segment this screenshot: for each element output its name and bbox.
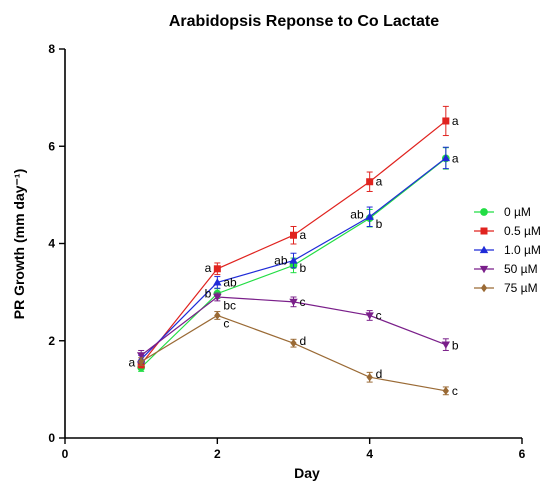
significance-label: ab — [223, 275, 237, 289]
y-tick-label: 4 — [48, 237, 55, 251]
y-axis-title: PR Growth (mm day⁻¹) — [11, 169, 27, 320]
data-point — [290, 231, 297, 239]
significance-label: a — [205, 261, 212, 275]
data-point — [138, 357, 145, 366]
series-3 — [136, 146, 451, 364]
significance-label: b — [452, 339, 459, 353]
significance-label: b — [205, 287, 212, 301]
legend-marker — [480, 208, 488, 216]
legend-label: 75 µM — [504, 281, 538, 295]
x-tick-label: 0 — [62, 447, 69, 461]
x-axis-title: Day — [294, 465, 320, 481]
data-point — [214, 311, 221, 320]
legend-label: 0 µM — [504, 205, 531, 219]
significance-label: ab — [274, 254, 288, 268]
data-point — [289, 256, 298, 264]
legend-marker — [479, 265, 489, 274]
data-point — [441, 153, 451, 162]
y-tick-label: 6 — [48, 139, 55, 153]
significance-label: ab — [350, 207, 364, 221]
significance-label: a — [452, 114, 459, 128]
significance-label: d — [300, 334, 307, 348]
data-point — [366, 373, 373, 382]
x-tick-label: 4 — [366, 447, 373, 461]
data-point — [442, 386, 449, 396]
x-tick-label: 2 — [214, 447, 221, 461]
legend: 0 µM 0.5 µM 1.0 µM 50 µM 75 µM — [474, 205, 541, 295]
data-point — [366, 178, 374, 186]
significance-label: bc — [223, 299, 236, 313]
data-point — [136, 352, 146, 360]
significance-label: a — [128, 356, 135, 370]
series-5 — [138, 311, 449, 396]
legend-item: 0 µM — [474, 205, 531, 219]
legend-item: 1.0 µM — [474, 243, 541, 257]
data-point — [365, 312, 374, 320]
y-tick-label: 0 — [48, 431, 55, 445]
data-point — [213, 293, 222, 302]
data-point — [289, 298, 298, 307]
significance-label: c — [376, 308, 382, 322]
legend-label: 0.5 µM — [504, 224, 541, 238]
legend-label: 50 µM — [504, 262, 538, 276]
significance-label: c — [223, 317, 229, 331]
legend-marker — [480, 227, 488, 235]
data-point — [213, 265, 221, 273]
significance-label: a — [452, 151, 459, 165]
legend-item: 75 µM — [474, 281, 538, 295]
significance-label: a — [376, 175, 383, 189]
data-point — [213, 278, 222, 286]
significance-label: c — [300, 295, 306, 309]
significance-label: b — [376, 217, 383, 231]
legend-item: 0.5 µM — [474, 224, 541, 238]
legend-item: 50 µM — [474, 262, 538, 276]
legend-label: 1.0 µM — [504, 243, 541, 257]
significance-label: c — [452, 384, 458, 398]
significance-label: b — [300, 261, 307, 275]
legend-marker — [480, 283, 488, 293]
legend-marker — [479, 245, 489, 254]
significance-label: d — [376, 367, 383, 381]
significance-label: a — [300, 228, 307, 242]
data-point — [365, 212, 374, 220]
data-point — [290, 338, 297, 348]
chart-title: Arabidopsis Reponse to Co Lactate — [169, 13, 439, 30]
series-4 — [136, 292, 451, 361]
y-tick-label: 8 — [48, 42, 55, 56]
y-tick-label: 2 — [48, 334, 55, 348]
series-2 — [137, 105, 450, 369]
x-tick-label: 6 — [519, 447, 526, 461]
data-point — [442, 117, 450, 125]
data-point — [441, 341, 451, 349]
